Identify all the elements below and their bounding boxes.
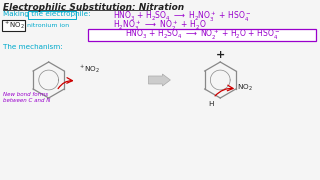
- Text: $^+$NO$_2$: $^+$NO$_2$: [78, 64, 100, 75]
- Text: Electrophilic Substitution: Nitration: Electrophilic Substitution: Nitration: [3, 3, 184, 12]
- Text: HNO$_3$ + H$_2$SO$_4$ $\longrightarrow$ H$_2$NO$_3^+$ + HSO$_4^-$: HNO$_3$ + H$_2$SO$_4$ $\longrightarrow$ …: [113, 10, 251, 24]
- Text: HNO$_3$ + H$_2$SO$_4$ $\longrightarrow$ NO$_2^+$ + H$_2$O + HSO$_4^-$: HNO$_3$ + H$_2$SO$_4$ $\longrightarrow$ …: [124, 28, 280, 42]
- Text: The mechanism:: The mechanism:: [3, 44, 62, 50]
- Text: NO$_2$: NO$_2$: [237, 83, 253, 93]
- Text: nitronium ion: nitronium ion: [27, 23, 69, 28]
- FancyBboxPatch shape: [2, 20, 25, 31]
- FancyArrow shape: [148, 74, 170, 86]
- Text: $^+$NO$_2$: $^+$NO$_2$: [3, 20, 25, 31]
- FancyBboxPatch shape: [88, 29, 316, 41]
- Text: Making the electrophile:: Making the electrophile:: [3, 11, 91, 17]
- Text: H: H: [209, 101, 214, 107]
- Text: H$_2$NO$_3^+$ $\longrightarrow$ NO$_2^+$ + H$_2$O: H$_2$NO$_3^+$ $\longrightarrow$ NO$_2^+$…: [113, 19, 206, 33]
- Text: +: +: [216, 50, 225, 60]
- Text: New bond forms
between C and N: New bond forms between C and N: [3, 92, 50, 103]
